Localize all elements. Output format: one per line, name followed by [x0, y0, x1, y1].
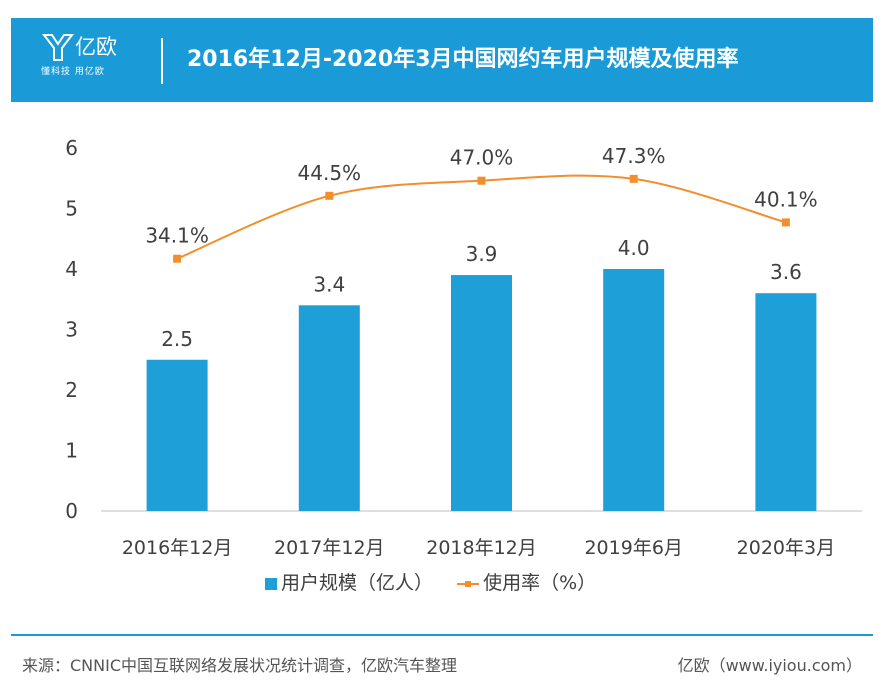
y-tick-label: 3 [65, 318, 78, 342]
bar [146, 359, 208, 511]
bar [755, 293, 817, 511]
usage-rate-point [173, 254, 182, 263]
bar-series [146, 269, 817, 511]
logo-mark-icon [41, 34, 75, 61]
bar [603, 269, 665, 511]
line-data-label: 34.1% [145, 224, 209, 248]
line-data-label: 44.5% [298, 161, 362, 185]
bar [451, 275, 512, 511]
y-tick-label: 0 [65, 499, 78, 523]
source-note: 来源：CNNIC中国互联网络发展状况统计调查，亿欧汽车整理 [22, 656, 458, 675]
bar-data-labels: 2.5 3.4 3.9 4.0 3.6 [161, 236, 802, 351]
line-data-label: 47.3% [602, 144, 666, 168]
y-tick-label: 6 [65, 136, 78, 160]
line-data-label: 40.1% [754, 187, 818, 211]
usage-rate-point [781, 218, 790, 227]
footer-divider [11, 634, 873, 636]
logo-name: 亿欧 [75, 35, 117, 59]
y-tick-label: 1 [65, 439, 78, 463]
x-tick-label: 2018年12月 [426, 537, 537, 559]
legend-label-bar: 用户规模（亿人） [281, 572, 434, 594]
x-axis-labels: 2016年12月 2017年12月 2018年12月 2019年6月 2020年3月 [122, 537, 835, 559]
page-title: 2016年12月-2020年3月中国网约车用户规模及使用率 [187, 47, 739, 72]
usage-rate-point [477, 176, 486, 185]
bar [298, 305, 360, 511]
legend-label-line: 使用率（%） [483, 572, 597, 594]
bar-data-label: 2.5 [161, 327, 193, 351]
bar-data-label: 3.9 [466, 242, 498, 266]
line-data-label: 47.0% [450, 146, 514, 170]
x-tick-label: 2016年12月 [122, 537, 233, 559]
bar-data-label: 3.6 [770, 260, 802, 284]
x-tick-label: 2019年6月 [584, 537, 682, 559]
site-credit: 亿欧（www.iyiou.com） [677, 656, 862, 675]
bar-data-label: 4.0 [618, 236, 650, 260]
usage-rate-points [173, 174, 790, 263]
x-tick-label: 2017年12月 [274, 537, 385, 559]
line-data-labels: 34.1% 44.5% 47.0% 47.3% 40.1% [145, 144, 817, 248]
x-tick-label: 2020年3月 [737, 537, 835, 559]
chart-area: 0 1 2 3 4 5 6 2.5 3.4 3.9 4.0 3.6 34.1% 44.5% 47.0% 4… [65, 136, 862, 559]
legend-item-line: 使用率（%） [457, 568, 596, 595]
logo-slogan: 懂科技 用亿欧 [41, 67, 105, 77]
y-tick-label: 4 [65, 257, 78, 281]
header-banner: 亿欧 懂科技 用亿欧 2016年12月-2020年3月中国网约车用户规模及使用率 [11, 18, 873, 102]
legend-swatch-line [457, 578, 480, 590]
legend-swatch-bar [265, 577, 277, 590]
header-divider [161, 38, 163, 84]
y-tick-label: 5 [65, 197, 78, 221]
bar-data-label: 3.4 [313, 272, 345, 296]
y-axis-ticks: 0 1 2 3 4 5 6 [65, 136, 78, 523]
legend-item-bar: 用户规模（亿人） [265, 568, 433, 595]
y-tick-label: 2 [65, 378, 78, 402]
usage-rate-point [629, 174, 638, 183]
usage-rate-point [325, 191, 334, 200]
logo: 亿欧 懂科技 用亿欧 [41, 32, 141, 88]
legend: 用户规模（亿人） 使用率（%） [265, 568, 614, 595]
